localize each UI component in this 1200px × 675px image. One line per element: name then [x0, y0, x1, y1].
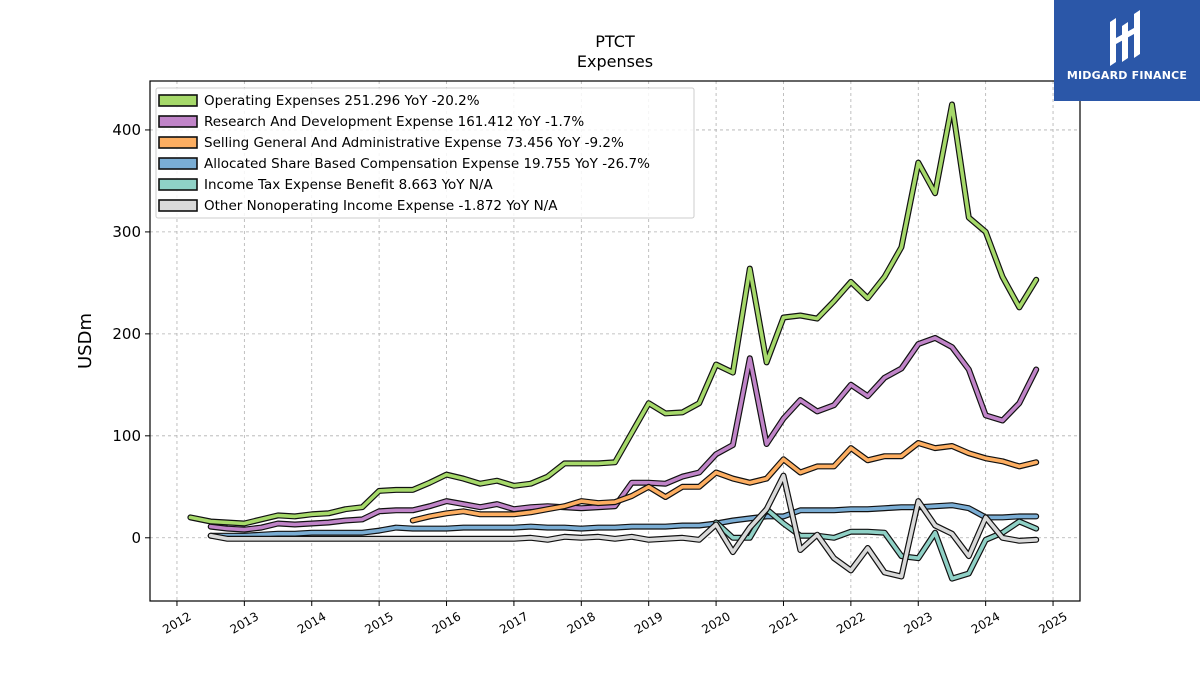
logo-mark-icon	[1110, 10, 1140, 66]
legend-box	[155, 87, 695, 219]
legend-entry: Income Tax Expense Benefit 8.663 YoY N/A	[204, 177, 493, 193]
series-line	[208, 503, 1038, 538]
x-tick-label: 2012	[160, 609, 193, 636]
logo-text: MIDGARD FINANCE	[1066, 69, 1188, 82]
plot-frame	[149, 80, 1081, 602]
series-line	[208, 473, 1038, 579]
x-tick-label: 2015	[362, 609, 395, 636]
chart-subtitle: Expenses	[577, 52, 653, 71]
x-tick-label: 2020	[699, 609, 732, 636]
x-tick-label: 2023	[902, 609, 935, 636]
y-tick-label: 100	[112, 427, 141, 445]
series-line	[714, 507, 1038, 581]
brand-logo: MIDGARD FINANCE	[1054, 0, 1200, 101]
x-tick-label: 2013	[228, 609, 261, 636]
legend-swatch	[158, 199, 198, 212]
legend-swatch	[158, 115, 198, 128]
legend-entry: Selling General And Administrative Expen…	[204, 135, 624, 151]
x-tick-label: 2024	[969, 609, 1002, 636]
series-group	[187, 101, 1040, 582]
legend-swatch	[158, 94, 198, 107]
x-tick-label: 2014	[295, 609, 328, 636]
x-tick-label: 2019	[632, 609, 665, 636]
chart-title: PTCT	[595, 32, 635, 51]
x-tick-label: 2018	[565, 609, 598, 636]
x-tick-label: 2016	[430, 609, 463, 636]
y-tick-label: 300	[112, 223, 141, 241]
x-tick-label: 2017	[497, 609, 530, 636]
legend-entry: Allocated Share Based Compensation Expen…	[204, 156, 650, 172]
legend: Operating Expenses 251.296 YoY -20.2% Res…	[155, 87, 695, 219]
legend-entry: Other Nonoperating Income Expense -1.872…	[204, 198, 558, 214]
series-line	[208, 336, 1038, 532]
legend-entry: Research And Development Expense 161.412…	[204, 114, 584, 130]
series-line	[411, 441, 1038, 523]
y-tick-label: 200	[112, 325, 141, 343]
legend-swatch	[158, 157, 198, 170]
legend-swatch	[158, 178, 198, 191]
series-line	[188, 102, 1038, 526]
legend-swatch	[158, 136, 198, 149]
legend-entry: Operating Expenses 251.296 YoY -20.2%	[204, 93, 480, 109]
x-tick-label: 2021	[767, 609, 800, 636]
x-tick-label: 2025	[1036, 609, 1069, 636]
y-tick-label: 400	[112, 121, 141, 139]
y-tick-label: 0	[131, 529, 141, 547]
x-tick-label: 2022	[834, 609, 867, 636]
y-axis-label: USDm	[75, 313, 96, 369]
